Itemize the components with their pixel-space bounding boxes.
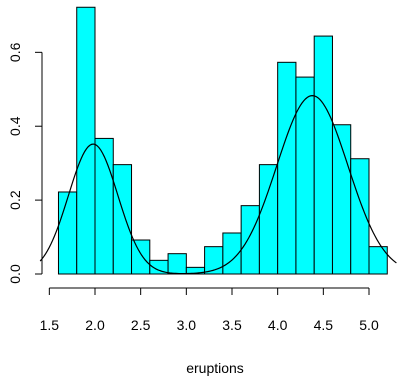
x-tick-label: 3.5: [222, 317, 242, 333]
histogram-bar-11: [240, 205, 260, 275]
y-tick-label: 0.6: [7, 42, 23, 62]
y-tick-label: 0.0: [7, 264, 23, 284]
histogram-bar-14: [295, 76, 315, 275]
histogram-bar-3: [94, 137, 114, 275]
histogram-bar-1: [57, 191, 78, 275]
histogram-bar-2: [76, 6, 96, 275]
x-tick-label: 5.0: [359, 317, 379, 333]
x-axis-label: eruptions: [186, 360, 244, 376]
histogram-bars: [57, 6, 388, 275]
histogram-bar-18: [368, 246, 388, 275]
x-tick-label: 4.0: [268, 317, 288, 333]
histogram-bar-4: [112, 164, 133, 275]
y-tick-label: 0.4: [7, 116, 23, 136]
density-curve: [39, 95, 397, 275]
x-tick-label: 1.5: [40, 317, 60, 333]
histogram-bar-7: [167, 253, 187, 275]
x-axis: 1.5 2.0 2.5 3.0 3.5 4.0 4.5 5.0: [40, 287, 379, 333]
histogram-bar-13: [277, 61, 297, 275]
histogram-bar-12: [258, 164, 279, 275]
x-tick-label: 2.5: [131, 317, 151, 333]
histogram-bar-5: [131, 239, 151, 275]
histogram-bar-15: [313, 35, 333, 275]
x-tick-label: 4.5: [314, 317, 334, 333]
y-tick-label: 0.2: [7, 190, 23, 210]
x-tick-label: 2.0: [85, 317, 105, 333]
y-axis: 0.0 0.2 0.4 0.6: [7, 42, 43, 284]
x-tick-label: 3.0: [177, 317, 197, 333]
